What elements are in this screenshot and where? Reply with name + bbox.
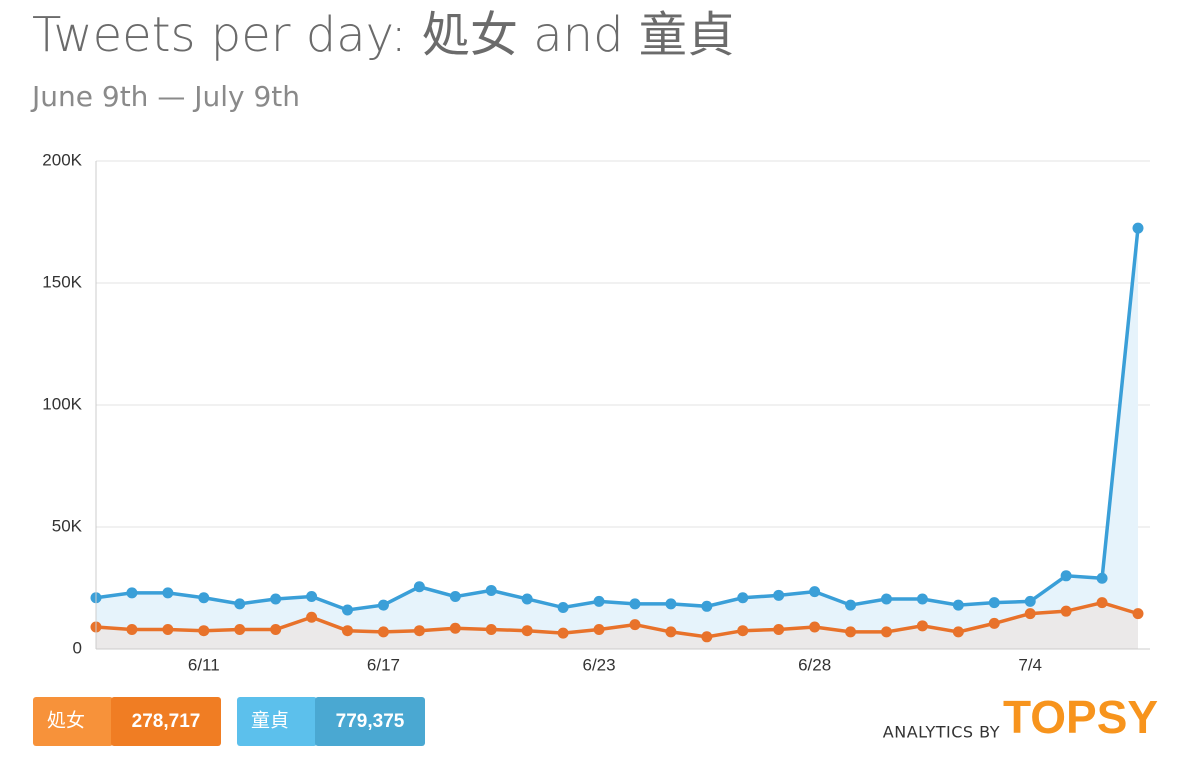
point xyxy=(629,619,641,631)
point xyxy=(557,627,569,639)
point xyxy=(593,623,605,635)
point xyxy=(377,599,389,611)
point xyxy=(952,599,964,611)
point xyxy=(306,591,318,603)
point xyxy=(737,592,749,604)
point xyxy=(809,621,821,633)
point xyxy=(880,626,892,638)
point xyxy=(306,611,318,623)
brand-prefix: ANALYTICS BY xyxy=(883,723,1000,742)
point xyxy=(845,626,857,638)
point xyxy=(1132,222,1144,234)
series-area xyxy=(96,602,1138,649)
point xyxy=(665,626,677,638)
point xyxy=(413,581,425,593)
legend-total: 779,375 xyxy=(336,711,405,732)
point xyxy=(1024,608,1036,620)
point xyxy=(413,625,425,637)
point xyxy=(880,593,892,605)
point xyxy=(737,625,749,637)
point xyxy=(988,597,1000,609)
point xyxy=(1060,605,1072,617)
series-area xyxy=(96,228,1138,649)
series-line xyxy=(95,600,1139,639)
point xyxy=(449,591,461,603)
point xyxy=(270,593,282,605)
point xyxy=(234,623,246,635)
point xyxy=(1096,572,1108,584)
point xyxy=(342,625,354,637)
point xyxy=(809,586,821,598)
point xyxy=(916,593,928,605)
legend-box-name xyxy=(33,697,113,746)
chart-subtitle: June 9th — July 9th xyxy=(30,80,300,113)
point xyxy=(773,589,785,601)
point xyxy=(162,587,174,599)
brand-name: TOPSY xyxy=(1003,691,1158,743)
point xyxy=(485,623,497,635)
point xyxy=(1060,570,1072,582)
legend-total: 278,717 xyxy=(132,711,201,732)
point xyxy=(126,587,138,599)
point xyxy=(198,592,210,604)
x-tick-label: 6/11 xyxy=(188,655,220,674)
point xyxy=(1096,597,1108,609)
point xyxy=(377,626,389,638)
point xyxy=(521,593,533,605)
point xyxy=(665,598,677,610)
x-tick-label: 6/28 xyxy=(798,655,831,674)
point xyxy=(1132,608,1144,620)
point xyxy=(952,626,964,638)
chart-title: Tweets per day: 処女 and 童貞 xyxy=(32,7,735,63)
point xyxy=(701,600,713,612)
point xyxy=(1024,595,1036,607)
point xyxy=(198,625,210,637)
point xyxy=(270,623,282,635)
point xyxy=(629,598,641,610)
x-tick-label: 7/4 xyxy=(1018,655,1042,674)
point xyxy=(845,599,857,611)
point xyxy=(773,623,785,635)
legend-box-total xyxy=(315,697,425,746)
legend-name: 処女 xyxy=(47,710,85,732)
y-tick-label: 50K xyxy=(52,516,83,535)
point xyxy=(449,622,461,634)
point xyxy=(557,602,569,614)
point xyxy=(593,595,605,607)
point xyxy=(988,617,1000,629)
point xyxy=(916,620,928,632)
legend-name: 童貞 xyxy=(251,710,289,732)
point xyxy=(126,623,138,635)
series-line xyxy=(95,227,1140,612)
y-tick-label: 200K xyxy=(42,150,82,169)
point xyxy=(162,623,174,635)
legend-box-total xyxy=(111,697,221,746)
legend-box-name xyxy=(237,697,317,746)
y-tick-label: 0 xyxy=(73,638,82,657)
x-tick-label: 6/23 xyxy=(582,655,615,674)
point xyxy=(234,598,246,610)
x-tick-label: 6/17 xyxy=(367,655,400,674)
point xyxy=(521,625,533,637)
y-tick-label: 100K xyxy=(42,394,82,413)
point xyxy=(342,604,354,616)
point xyxy=(485,584,497,596)
y-tick-label: 150K xyxy=(42,272,82,291)
point xyxy=(701,631,713,643)
